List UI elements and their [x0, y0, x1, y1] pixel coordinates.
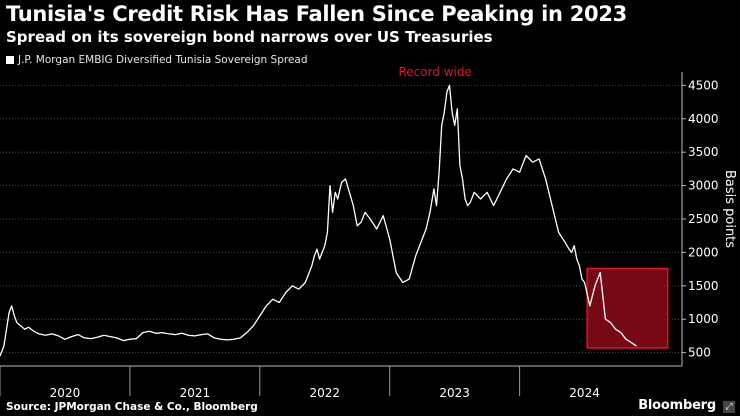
annotation-record-wide: Record wide — [398, 65, 471, 79]
source-note: Source: JPMorgan Chase & Co., Bloomberg — [6, 401, 258, 413]
x-axis: 2020 2021 2022 2023 2024 — [0, 365, 682, 400]
bloomberg-logo: Bloomberg — [638, 398, 716, 413]
x-tick-label: 2024 — [569, 386, 600, 400]
annotations: Record wide — [398, 65, 471, 79]
highlight-box — [586, 267, 669, 349]
y-axis-label: Basis points — [722, 170, 737, 248]
chart-title: Tunisia's Credit Risk Has Fallen Since P… — [6, 2, 627, 26]
y-tick-label: 2500 — [688, 212, 719, 226]
y-tick-label: 3000 — [688, 179, 719, 193]
gridlines — [0, 84, 682, 354]
series-line — [0, 84, 637, 357]
y-axis: 500 1000 1500 2000 2500 3000 3500 4000 4500 Basis… — [681, 72, 737, 366]
expand-icon[interactable]: ⤢ — [723, 401, 735, 413]
series-layer — [0, 84, 637, 357]
chart-subtitle: Spread on its sovereign bond narrows ove… — [6, 28, 493, 46]
y-tick-label: 500 — [688, 346, 711, 360]
y-tick-label: 3500 — [688, 145, 719, 159]
y-tick-label: 1000 — [688, 312, 719, 326]
highlight-layer — [586, 267, 669, 349]
legend: J.P. Morgan EMBIG Diversified Tunisia So… — [6, 54, 308, 66]
y-tick-label: 4500 — [688, 78, 719, 92]
x-tick-label: 2022 — [309, 386, 340, 400]
x-tick-label: 2020 — [50, 386, 81, 400]
y-tick-label: 1500 — [688, 279, 719, 293]
x-tick-label: 2023 — [439, 386, 470, 400]
legend-label: J.P. Morgan EMBIG Diversified Tunisia So… — [18, 54, 308, 66]
y-tick-label: 2000 — [688, 245, 719, 259]
y-tick-label: 4000 — [688, 112, 719, 126]
x-tick-label: 2021 — [180, 386, 211, 400]
legend-swatch — [6, 56, 14, 64]
